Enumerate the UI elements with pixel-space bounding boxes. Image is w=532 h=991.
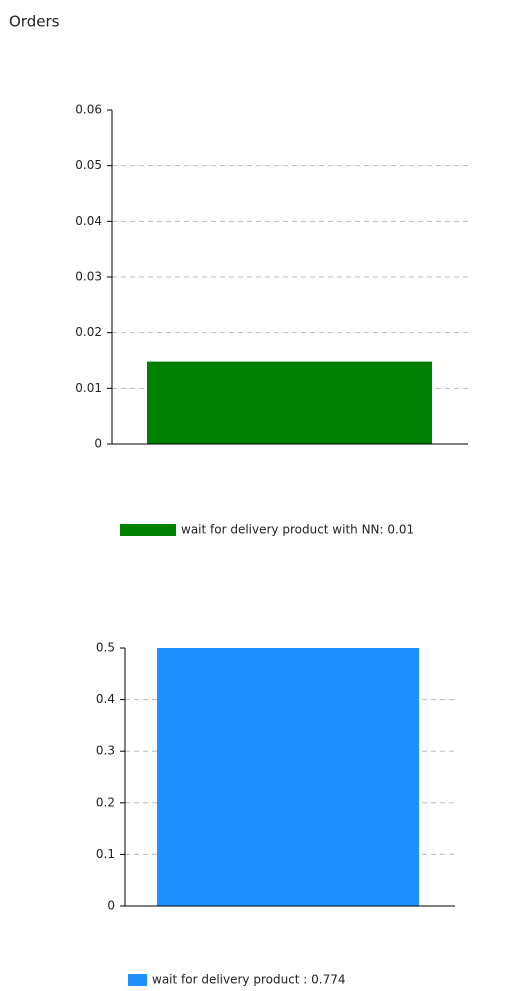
bar bbox=[147, 361, 432, 444]
legend-label: wait for delivery product : 0.774 bbox=[152, 973, 346, 987]
y-tick-label: 0 bbox=[107, 899, 115, 913]
y-tick-label: 0.06 bbox=[75, 103, 102, 117]
page-title: Orders bbox=[9, 13, 60, 31]
y-tick-label: 0.3 bbox=[96, 744, 115, 758]
legend-swatch bbox=[128, 974, 147, 986]
y-tick-label: 0.5 bbox=[96, 641, 115, 655]
legend-label: wait for delivery product with NN: 0.01 bbox=[181, 523, 414, 537]
y-tick-label: 0.04 bbox=[75, 214, 102, 228]
y-tick-label: 0.4 bbox=[96, 692, 115, 706]
y-tick-label: 0.03 bbox=[75, 270, 102, 284]
bar bbox=[157, 648, 419, 906]
legend-swatch bbox=[120, 524, 176, 536]
y-tick-label: 0.02 bbox=[75, 325, 102, 339]
y-tick-label: 0.2 bbox=[96, 795, 115, 809]
y-tick-label: 0.1 bbox=[96, 847, 115, 861]
y-tick-label: 0.01 bbox=[75, 381, 102, 395]
y-tick-label: 0 bbox=[94, 437, 102, 451]
y-tick-label: 0.05 bbox=[75, 158, 102, 172]
